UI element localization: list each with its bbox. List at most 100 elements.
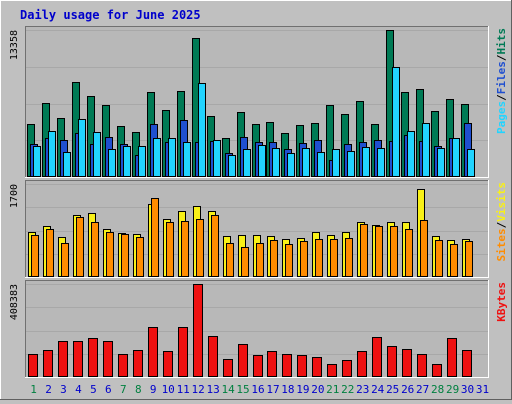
bar-sites-day-27 xyxy=(420,220,428,277)
bar-pages-day-19 xyxy=(302,148,310,177)
x-tick-label-day-26: 26 xyxy=(401,383,414,396)
bar-sites-day-23 xyxy=(360,224,368,277)
bar-kbytes-day-16 xyxy=(253,355,263,377)
bar-kbytes-day-30 xyxy=(462,350,472,377)
x-tick-label-day-16: 16 xyxy=(251,383,264,396)
bar-pages-day-12 xyxy=(198,83,206,177)
bar-pages-day-26 xyxy=(407,131,415,177)
bar-sites-day-4 xyxy=(76,217,84,277)
bar-kbytes-day-6 xyxy=(103,341,113,377)
x-tick-label-day-27: 27 xyxy=(416,383,429,396)
bar-sites-day-18 xyxy=(285,244,293,277)
panel-volume: 408383 KBytes xyxy=(9,280,508,378)
x-tick-label-day-5: 5 xyxy=(90,383,97,396)
bar-kbytes-day-3 xyxy=(58,341,68,377)
bar-pages-day-22 xyxy=(347,151,355,177)
bar-kbytes-day-13 xyxy=(208,336,218,377)
bar-pages-day-5 xyxy=(93,132,101,177)
bar-kbytes-day-8 xyxy=(133,350,143,377)
bar-sites-day-7 xyxy=(121,234,129,277)
bar-pages-day-27 xyxy=(422,123,430,177)
x-tick-label-day-20: 20 xyxy=(311,383,324,396)
bar-pages-day-3 xyxy=(63,152,71,177)
bar-kbytes-day-25 xyxy=(387,346,397,377)
panel-max-label: 408383 xyxy=(9,284,20,320)
bar-sites-day-11 xyxy=(181,221,189,277)
bar-pages-day-25 xyxy=(392,67,400,177)
bar-sites-day-12 xyxy=(196,219,204,277)
x-tick-label-day-21: 21 xyxy=(326,383,339,396)
x-tick-label-day-10: 10 xyxy=(162,383,175,396)
x-tick-label-day-9: 9 xyxy=(150,383,157,396)
x-tick-label-day-4: 4 xyxy=(75,383,82,396)
bar-kbytes-day-15 xyxy=(238,344,248,377)
bar-sites-day-3 xyxy=(61,243,69,277)
bar-sites-day-29 xyxy=(450,244,458,277)
x-tick-label-day-24: 24 xyxy=(371,383,385,396)
series-kbytes xyxy=(28,284,472,377)
bar-kbytes-day-19 xyxy=(297,355,307,377)
bar-sites-day-14 xyxy=(226,243,234,277)
bar-pages-day-10 xyxy=(168,138,176,177)
legend-separator: / xyxy=(495,94,508,101)
x-tick-label-day-31: 31 xyxy=(476,383,489,396)
bar-sites-day-13 xyxy=(211,215,219,277)
x-tick-label-day-11: 11 xyxy=(177,383,190,396)
bar-pages-day-9 xyxy=(153,138,161,177)
bar-kbytes-day-2 xyxy=(43,350,53,377)
bar-pages-day-28 xyxy=(437,148,445,177)
bar-pages-day-24 xyxy=(377,148,385,177)
bar-sites-day-26 xyxy=(405,229,413,277)
bar-pages-day-23 xyxy=(362,147,370,177)
bar-pages-day-14 xyxy=(228,155,236,177)
bar-pages-day-30 xyxy=(467,149,475,177)
bar-kbytes-day-7 xyxy=(118,354,128,377)
panel-legend: Sites/Visits xyxy=(495,182,508,262)
bar-sites-day-28 xyxy=(435,240,443,277)
bar-kbytes-day-1 xyxy=(28,354,38,377)
legend-item-pages: Pages xyxy=(495,101,508,134)
bar-pages-day-18 xyxy=(287,153,295,177)
bar-pages-day-8 xyxy=(138,146,146,177)
x-tick-label-day-19: 19 xyxy=(296,383,309,396)
bar-kbytes-day-11 xyxy=(178,327,188,377)
bar-kbytes-day-21 xyxy=(327,364,337,377)
series-pages xyxy=(33,67,475,177)
bar-sites-day-5 xyxy=(91,222,99,277)
x-tick-label-day-14: 14 xyxy=(221,383,235,396)
panels-layer: 13358Pages/Files/Hits1700Sites/Visits408… xyxy=(9,26,508,378)
x-tick-label-day-12: 12 xyxy=(191,383,204,396)
bar-sites-day-8 xyxy=(136,237,144,277)
bar-sites-day-21 xyxy=(330,239,338,277)
bar-sites-day-22 xyxy=(345,238,353,277)
bar-kbytes-day-12 xyxy=(193,284,203,377)
bar-pages-day-20 xyxy=(317,152,325,177)
bar-sites-day-19 xyxy=(300,241,308,277)
bar-pages-day-6 xyxy=(108,149,116,177)
bar-kbytes-day-14 xyxy=(223,359,233,377)
x-tick-label-day-3: 3 xyxy=(60,383,67,396)
legend-separator: / xyxy=(495,221,508,228)
bar-kbytes-day-9 xyxy=(148,327,158,377)
x-tick-label-day-6: 6 xyxy=(105,383,112,396)
legend-item-hits: Hits xyxy=(495,28,508,55)
bar-pages-day-15 xyxy=(243,149,251,177)
bar-sites-day-20 xyxy=(315,239,323,277)
bar-sites-day-16 xyxy=(256,243,264,277)
bar-kbytes-day-17 xyxy=(267,351,277,377)
bar-sites-day-24 xyxy=(375,226,383,277)
bar-kbytes-day-29 xyxy=(447,338,457,377)
bar-pages-day-4 xyxy=(78,119,86,177)
bar-pages-day-7 xyxy=(123,146,131,177)
bar-pages-day-13 xyxy=(213,140,221,177)
bar-kbytes-day-28 xyxy=(432,364,442,377)
bar-sites-day-15 xyxy=(241,247,249,277)
x-tick-label-day-13: 13 xyxy=(206,383,219,396)
chart-title: Daily usage for June 2025 xyxy=(20,8,201,22)
bar-sites-day-2 xyxy=(46,229,54,277)
legend-separator: / xyxy=(495,54,508,61)
bar-sites-day-10 xyxy=(166,222,174,277)
x-tick-label-day-2: 2 xyxy=(45,383,52,396)
bar-kbytes-day-10 xyxy=(163,351,173,377)
x-tick-label-day-15: 15 xyxy=(236,383,249,396)
